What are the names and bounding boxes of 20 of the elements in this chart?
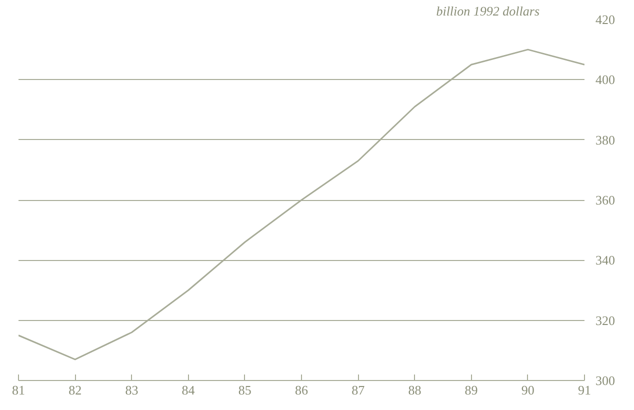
- y-tick-label: 420: [596, 12, 615, 27]
- x-tick-label: 86: [295, 382, 308, 398]
- y-tick-label: 320: [596, 312, 615, 328]
- y-tick-label: 300: [596, 373, 615, 388]
- x-tick-label: 82: [68, 382, 82, 398]
- x-tick-label: 85: [238, 382, 252, 398]
- y-axis-title: billion 1992 dollars: [436, 4, 540, 18]
- x-tick-label: 89: [464, 382, 478, 398]
- x-tick-label: 88: [408, 382, 422, 398]
- x-tick-label: 91: [578, 382, 591, 398]
- x-tick-label: 84: [182, 382, 196, 398]
- line-series: [18, 48, 584, 360]
- y-tick-label: 380: [596, 132, 615, 148]
- y-tick-label: 340: [596, 252, 615, 268]
- x-tick-label: 81: [12, 382, 25, 398]
- x-tick-label: 87: [352, 382, 366, 398]
- x-tick-label: 90: [521, 382, 534, 398]
- x-tick-label: 83: [125, 382, 138, 398]
- y-tick-label: 400: [596, 72, 615, 88]
- y-tick-label: 360: [596, 192, 615, 208]
